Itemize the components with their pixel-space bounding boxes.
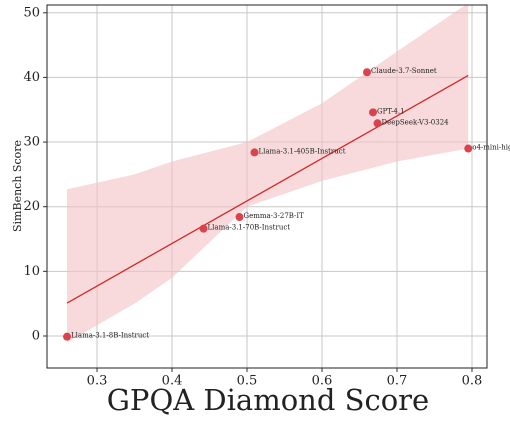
point-label: Llama-3.1-8B-Instruct [71,332,149,340]
point-label: DeepSeek-V3-0324 [382,118,450,126]
confidence-band [67,5,469,343]
x-tick-label: 0.4 [162,374,183,389]
plot-content [47,5,487,368]
regression-line [66,74,469,304]
point-label: Gemma-3-27B-IT [244,212,305,220]
point [250,148,259,157]
point [199,224,208,233]
plot-area: Llama-3.1-8B-Instruct Llama-3.1-70B-Instr… [47,5,510,368]
y-tick-label: 30 [23,135,40,150]
point [464,144,473,153]
point-label: Claude-3.7-Sonnet [371,67,437,75]
point-label: Llama-3.1-405B-Instruct [259,147,346,155]
point-label: GPT-4.1 [377,107,405,115]
point [373,119,382,128]
point [369,108,378,117]
x-tick-label: 0.3 [87,374,108,389]
x-tick-label: 0.6 [312,374,333,389]
x-axis-label: GPQA Diamond Score [107,383,429,417]
y-tick-label: 50 [23,5,40,20]
x-tick-label: 0.7 [387,374,408,389]
point [235,213,244,222]
point [63,332,72,341]
y-tick-label: 10 [23,264,40,279]
y-tick-label: 0 [32,328,40,343]
y-tick-label: 20 [23,199,40,214]
x-tick-label: 0.5 [237,374,258,389]
plot-frame [46,4,488,369]
x-tick-label: 0.8 [462,374,483,389]
y-axis-label: SimBench Score [11,140,24,232]
point-label: Llama-3.1-70B-Instruct [208,224,291,232]
y-tick-label: 40 [23,70,40,85]
point [363,68,372,77]
point-label: o4-mini-high [472,144,510,152]
